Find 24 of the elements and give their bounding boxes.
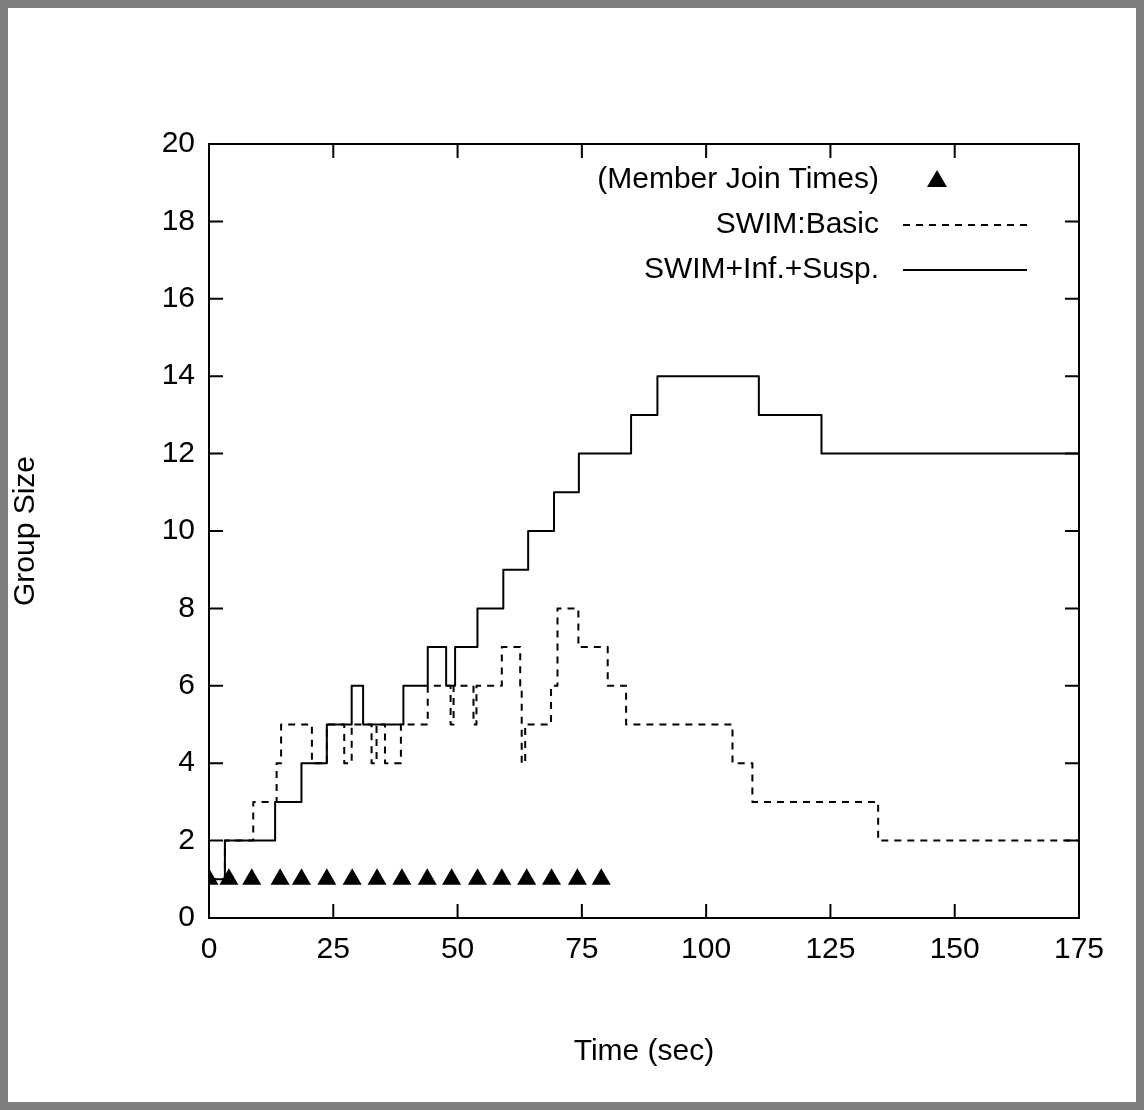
x-tick-label: 175 (1053, 931, 1105, 965)
legend-label: (Member Join Times) (597, 161, 879, 195)
y-axis-title: Group Size (7, 455, 41, 607)
y-tick-label: 4 (178, 744, 195, 778)
x-tick-label: 125 (805, 931, 856, 965)
x-tick-label: 100 (681, 931, 732, 965)
x-tick-label: 75 (565, 931, 599, 965)
y-tick-label: 18 (161, 202, 195, 236)
legend-label: SWIM+Inf.+Susp. (643, 251, 879, 285)
x-tick-label: 50 (440, 931, 475, 965)
y-tick-label: 2 (178, 821, 195, 855)
legend-label: SWIM:Basic (715, 206, 879, 240)
y-tick-label: 12 (161, 434, 195, 468)
y-tick-label: 10 (161, 512, 195, 546)
x-tick-label: 0 (200, 931, 218, 965)
x-tick-label: 25 (316, 931, 350, 965)
y-tick-label: 20 (161, 125, 195, 159)
x-axis-title: Time (sec) (573, 1033, 715, 1067)
x-tick-label: 150 (929, 931, 980, 965)
y-tick-label: 16 (161, 280, 195, 314)
y-tick-label: 8 (178, 589, 195, 623)
y-tick-label: 14 (161, 357, 195, 391)
y-tick-label: 0 (178, 899, 195, 933)
y-tick-label: 6 (178, 667, 195, 701)
